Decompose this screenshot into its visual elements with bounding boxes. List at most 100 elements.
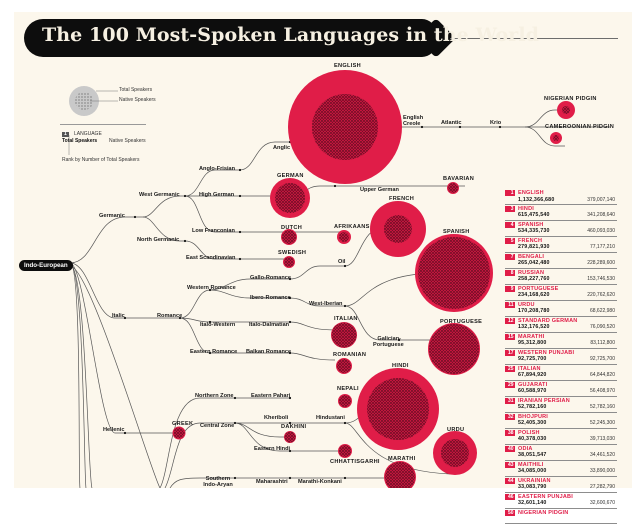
ranking-row: 4 SPANISH 534,335,730 460,093,030 — [505, 221, 617, 237]
total-speakers: 132,176,520 — [518, 324, 550, 331]
total-speakers: 95,312,800 — [518, 340, 547, 347]
bubble-label-portuguese: PORTUGUESE — [440, 319, 483, 325]
language-name: STANDARD GERMAN — [518, 317, 578, 324]
native-speakers: 68,622,980 — [589, 308, 615, 315]
native-speakers: 83,112,800 — [590, 340, 615, 347]
rank-badge: 43 — [505, 461, 515, 468]
total-speakers: 1,132,366,680 — [518, 196, 555, 203]
total-speakers: 92,725,700 — [518, 356, 547, 363]
language-name: BENGALI — [518, 253, 545, 260]
branch-galician-portuguese: Galician-Portuguese — [373, 336, 404, 348]
branch-romance: Romance — [157, 313, 183, 319]
native-speakers: 77,177,210 — [589, 244, 615, 251]
ranking-row: 43 MAITHILI 34,085,000 33,890,000 — [505, 461, 617, 477]
bubble-label-swedish: SWEDISH — [278, 250, 307, 256]
native-speakers: 39,713,030 — [589, 436, 615, 443]
rank-badge: 1 — [505, 190, 515, 196]
ranking-row: 7 BENGALI 265,042,480 228,289,600 — [505, 253, 617, 269]
branch-western-romance: Western Romance — [187, 285, 236, 291]
branch-northern-zone: Northern Zone — [195, 393, 234, 399]
language-name: POLISH — [518, 429, 540, 436]
legend-native-label: Native Speakers — [119, 97, 156, 103]
total-speakers: 33,083,790 — [518, 484, 547, 491]
branch-north-germanic: North Germanic — [137, 237, 180, 243]
ranking-row: 40 ODIA 38,051,547 34,461,520 — [505, 445, 617, 461]
branch-krio: Krio — [490, 120, 502, 126]
legend-key-total: Total Speakers — [62, 138, 98, 144]
rank-badge: 31 — [505, 397, 515, 404]
page-title: The 100 Most-Spoken Languages in the Wor… — [42, 24, 540, 46]
bubble-label-afrikaans: AFRIKAANS — [334, 224, 370, 230]
bubble-label-bavarian: BAVARIAN — [443, 176, 475, 182]
branch-anglo-frisian: Anglo-Frisian — [199, 166, 236, 172]
ranking-row: 50 NIGERIAN PIDGIN — [505, 509, 617, 525]
bubble-label-cameroonian-pidgin: CAMEROONIAN PIDGIN — [545, 124, 615, 130]
total-speakers: 38,051,547 — [518, 452, 547, 459]
native-speakers: 64,844,820 — [589, 372, 615, 379]
ranking-row: 1 ENGLISH 1,132,366,680 379,007,140 — [505, 189, 617, 205]
branch-english-creole: English Creole — [403, 115, 424, 127]
language-name: ENGLISH — [518, 190, 544, 196]
language-tree — [68, 70, 610, 488]
branch-marathi-konkani: Marathi-Konkani — [298, 479, 342, 485]
ranking-row: 25 ITALIAN 67,894,920 64,844,820 — [505, 365, 617, 381]
language-name: WESTERN PUNJABI — [518, 349, 575, 356]
rank-badge: 44 — [505, 477, 515, 484]
bubble-label-spanish: SPANISH — [443, 229, 470, 235]
ranking-row: 44 UKRAINIAN 33,083,790 27,282,790 — [505, 477, 617, 493]
branch-hellenic: Hellenic — [103, 427, 125, 433]
bubble-label-nigerian-pidgin: NIGERIAN PIDGIN — [544, 96, 597, 102]
branch-west-iberian: West-Iberian — [309, 301, 343, 307]
language-name: EASTERN PUNJABI — [518, 493, 573, 500]
total-speakers: 615,475,540 — [518, 212, 550, 219]
language-name: SPANISH — [518, 221, 544, 228]
bubble-label-urdu: URDU — [447, 427, 465, 433]
ranking-row: 11 URDU 170,208,780 68,622,980 — [505, 301, 617, 317]
native-speakers: 52,245,300 — [589, 420, 615, 427]
rank-badge: 12 — [505, 317, 515, 324]
title-rule — [450, 38, 618, 39]
legend-key-native: Native Speakers — [109, 138, 146, 144]
native-speakers: 92,725,700 — [589, 356, 615, 363]
total-speakers: 534,335,730 — [518, 228, 550, 235]
rank-badge: 50 — [505, 509, 515, 516]
native-speakers: 220,762,620 — [587, 292, 615, 299]
ranking-row: 5 FRENCH 279,821,930 77,177,210 — [505, 237, 617, 253]
bubble-label-hindi: HINDI — [392, 363, 409, 369]
total-speakers: 67,894,920 — [518, 372, 547, 379]
ranking-row: 29 GUJARATI 60,588,970 56,408,970 — [505, 381, 617, 397]
language-name: BHOJPURI — [518, 413, 549, 420]
branch-central-zone: Central Zone — [200, 423, 235, 429]
language-name: IRANIAN PERSIAN — [518, 397, 570, 404]
native-speakers: 76,090,520 — [589, 324, 615, 331]
branch-eastern-pahari: Eastern Pahari — [251, 393, 291, 399]
rank-badge: 5 — [505, 237, 515, 244]
language-name: NIGERIAN PIDGIN — [518, 509, 569, 516]
total-speakers: 234,168,620 — [518, 292, 550, 299]
rank-badge: 17 — [505, 349, 515, 356]
branch-ibero-romance: Ibero-Romance — [250, 295, 291, 301]
native-speakers: 27,282,790 — [589, 484, 615, 491]
branch-low-franconian: Low Franconian — [192, 228, 235, 234]
rank-badge: 38 — [505, 429, 515, 436]
bubble-label-italian: ITALIAN — [334, 316, 358, 322]
rank-badge: 7 — [505, 253, 515, 260]
ranking-row: 15 MARATHI 95,312,800 83,112,800 — [505, 333, 617, 349]
ranking-row: 12 STANDARD GERMAN 132,176,520 76,090,520 — [505, 317, 617, 333]
ranking-row: 38 POLISH 40,378,030 39,713,030 — [505, 429, 617, 445]
language-name: FRENCH — [518, 237, 543, 244]
total-speakers: 60,588,970 — [518, 388, 547, 395]
bubble-label-german: GERMAN — [277, 173, 304, 179]
ranking-row: 9 PORTUGUESE 234,168,620 220,762,620 — [505, 285, 617, 301]
ranking-row: 17 WESTERN PUNJABI 92,725,700 92,725,700 — [505, 349, 617, 365]
language-name: GUJARATI — [518, 381, 548, 388]
native-speakers: 379,007,140 — [587, 196, 615, 203]
total-speakers: 170,208,780 — [518, 308, 550, 315]
total-speakers: 279,821,930 — [518, 244, 550, 251]
native-speakers: 153,746,530 — [587, 276, 615, 283]
branch-gallo-romance: Gallo-Romance — [250, 275, 292, 281]
title-banner — [24, 19, 436, 57]
legend-key-rank: 1 — [62, 131, 69, 137]
branch-southern-indo-aryan: Southern Indo-Aryan — [203, 476, 233, 488]
bubble-label-french: FRENCH — [389, 196, 415, 202]
